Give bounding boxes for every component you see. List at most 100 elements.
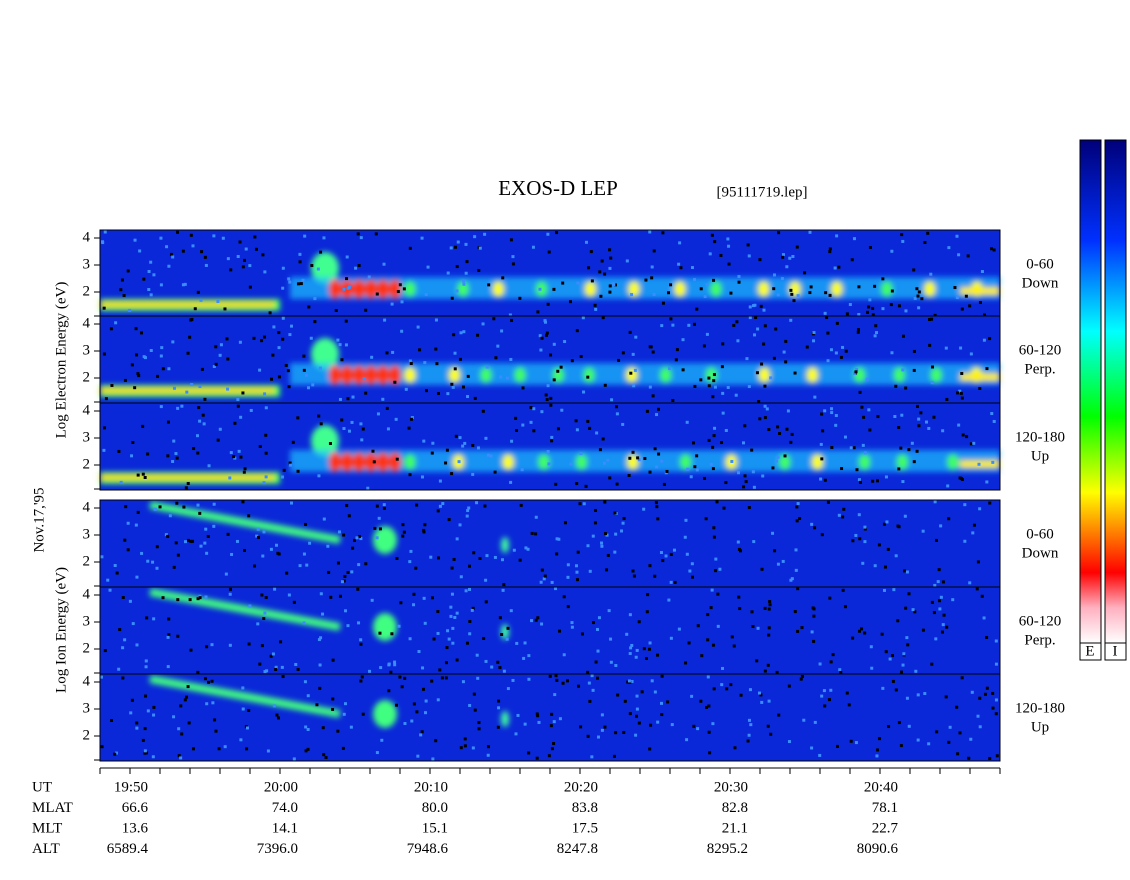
noise (890, 351, 894, 355)
noise (313, 320, 317, 324)
noise (653, 447, 657, 451)
noise (539, 348, 543, 352)
noise (422, 439, 426, 443)
noise (152, 713, 156, 717)
noise (603, 272, 607, 276)
noise (199, 298, 203, 302)
noise (185, 695, 189, 699)
noise (486, 753, 490, 757)
noise (263, 392, 267, 396)
noise (655, 465, 659, 469)
noise (656, 517, 660, 521)
noise (498, 616, 502, 620)
noise (446, 629, 450, 633)
noise (544, 393, 548, 397)
noise (661, 301, 665, 305)
noise (179, 756, 183, 760)
noise (218, 427, 222, 431)
noise (809, 285, 813, 289)
noise (382, 503, 386, 507)
noise (746, 739, 750, 743)
noise (287, 277, 291, 281)
noise (915, 287, 919, 291)
noise (837, 265, 841, 269)
noise (316, 267, 320, 271)
noise (941, 580, 945, 584)
noise (319, 422, 323, 426)
noise (671, 323, 675, 327)
noise (781, 559, 785, 563)
noise (478, 556, 482, 560)
noise (317, 638, 321, 642)
noise (489, 454, 493, 458)
noise (876, 748, 880, 752)
noise (766, 724, 770, 728)
noise (468, 703, 472, 707)
noise (988, 501, 992, 505)
noise (842, 507, 846, 511)
noise (917, 424, 921, 428)
noise (690, 266, 694, 270)
noise (102, 448, 106, 452)
noise (606, 458, 610, 462)
noise (401, 534, 405, 538)
noise (100, 555, 104, 559)
noise (245, 747, 249, 751)
noise (420, 730, 424, 734)
noise (771, 466, 775, 470)
noise (302, 354, 306, 358)
blob (377, 279, 389, 299)
noise (643, 457, 647, 461)
noise (587, 266, 591, 270)
noise (292, 600, 296, 604)
noise (464, 242, 468, 246)
noise (200, 367, 204, 371)
noise (628, 613, 632, 617)
noise (608, 290, 612, 294)
noise (902, 652, 906, 656)
panel-frame (99, 402, 1001, 491)
noise (472, 692, 476, 696)
noise (692, 724, 696, 728)
noise (780, 277, 784, 281)
noise (277, 716, 281, 720)
noise (188, 335, 192, 339)
noise (207, 464, 211, 468)
noise (502, 583, 506, 587)
y-tick-label: 3 (83, 256, 91, 272)
noise (608, 476, 612, 480)
noise (772, 356, 776, 360)
noise (910, 441, 914, 445)
noise (136, 510, 140, 514)
noise (953, 286, 957, 290)
noise (930, 365, 934, 369)
noise (712, 687, 716, 691)
noise (444, 461, 448, 465)
noise (526, 547, 530, 551)
noise (534, 532, 538, 536)
noise (382, 506, 386, 510)
noise (750, 610, 754, 614)
noise (419, 733, 423, 737)
noise (796, 587, 800, 591)
noise (991, 460, 995, 464)
noise (593, 521, 597, 525)
noise (298, 260, 302, 264)
noise (757, 691, 761, 695)
noise (121, 596, 125, 600)
noise (687, 323, 691, 327)
noise (374, 232, 378, 236)
noise (994, 662, 998, 666)
noise (939, 524, 943, 528)
blob (757, 281, 770, 297)
ephemeris-value: 20:10 (414, 779, 448, 795)
noise (760, 567, 764, 571)
noise (477, 268, 481, 272)
noise (600, 544, 604, 548)
noise (261, 554, 265, 558)
noise (933, 583, 937, 587)
noise (191, 747, 195, 751)
noise (321, 612, 325, 616)
noise (857, 513, 861, 517)
noise (450, 592, 454, 596)
